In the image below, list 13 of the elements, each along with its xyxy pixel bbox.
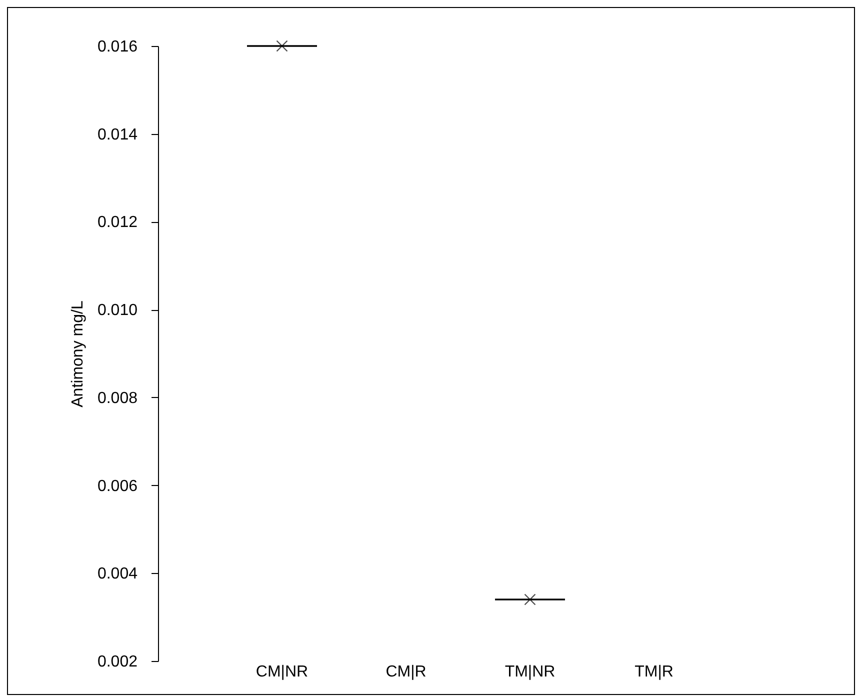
x-tick-label: CM|NR xyxy=(256,664,308,680)
x-tick-label: TM|R xyxy=(634,664,674,680)
y-tick-label: 0.016 xyxy=(97,38,138,56)
x-tick-label: TM|NR xyxy=(504,664,556,680)
y-axis-title: Antimony mg/L xyxy=(69,300,86,408)
y-tick-label: 0.014 xyxy=(97,126,138,144)
y-tick-label: 0.010 xyxy=(97,302,138,320)
y-tick-label: 0.006 xyxy=(97,478,138,495)
y-tick-label: 0.012 xyxy=(97,214,138,232)
x-tick-label: CM|R xyxy=(386,664,426,680)
y-tick-label: 0.004 xyxy=(97,566,138,583)
y-tick-label: 0.008 xyxy=(97,390,138,407)
y-tick-label: 0.002 xyxy=(97,654,138,670)
